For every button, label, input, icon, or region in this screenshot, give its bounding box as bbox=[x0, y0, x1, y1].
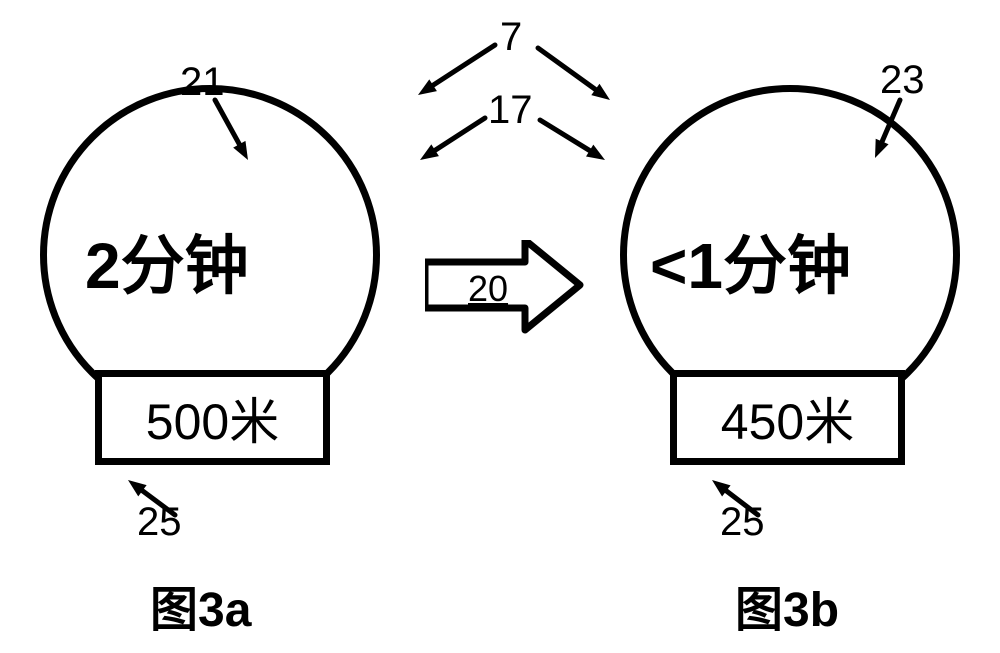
pointer-arrow-shaft bbox=[540, 120, 590, 151]
pointer-arrow-shaft bbox=[435, 118, 485, 150]
pointer-arrow-head bbox=[875, 139, 889, 158]
pointer-arrow-head bbox=[586, 145, 605, 160]
pointer-arrow-shaft bbox=[882, 100, 900, 141]
pointer-arrow-head bbox=[233, 141, 248, 160]
pointer-arrows-layer bbox=[0, 0, 1000, 653]
pointer-arrow-shaft bbox=[433, 45, 495, 85]
pointer-arrow-shaft bbox=[215, 100, 239, 144]
pointer-arrow-shaft bbox=[538, 48, 595, 89]
pointer-arrow-shaft bbox=[726, 491, 758, 515]
pointer-arrow-shaft bbox=[142, 491, 175, 515]
